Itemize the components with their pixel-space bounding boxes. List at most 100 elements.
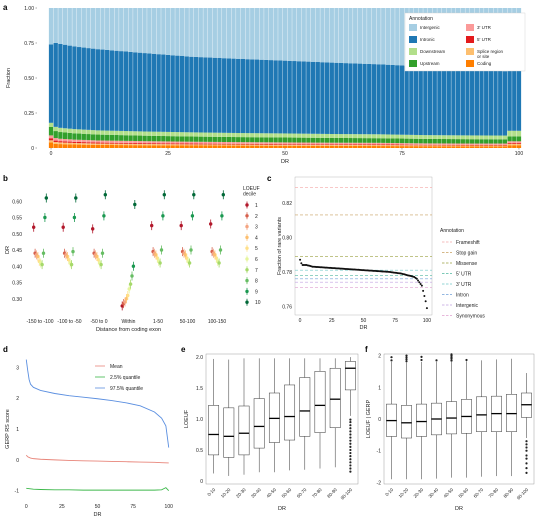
data-point bbox=[420, 284, 423, 287]
bar-segment bbox=[161, 131, 166, 137]
legend-swatch bbox=[245, 203, 249, 207]
bar-segment bbox=[516, 145, 522, 148]
bar-segment bbox=[278, 144, 283, 146]
bar-segment bbox=[455, 143, 461, 145]
x-tick-label: 10-20 bbox=[220, 487, 232, 499]
legend-title: LOEUF decile bbox=[243, 186, 260, 198]
y-tick-label: 2 bbox=[378, 354, 381, 360]
bar-segment bbox=[217, 132, 222, 137]
bar-segment bbox=[413, 144, 419, 146]
bar-segment bbox=[222, 144, 227, 146]
data-point bbox=[32, 225, 36, 229]
bar-segment bbox=[231, 144, 236, 146]
bar-segment bbox=[432, 146, 437, 148]
x-tick-label: 60-70 bbox=[473, 487, 485, 499]
bar-segment bbox=[203, 8, 208, 58]
box bbox=[401, 405, 412, 439]
bar-segment bbox=[222, 8, 227, 59]
legend-label: Splice region or site bbox=[477, 49, 504, 59]
bar-segment bbox=[343, 138, 348, 143]
bar-segment bbox=[409, 134, 414, 139]
bar-segment bbox=[343, 63, 348, 135]
data-point bbox=[65, 254, 70, 259]
bar-segment bbox=[245, 143, 250, 145]
y-axis-label: DR bbox=[5, 246, 11, 254]
bar-segment bbox=[296, 145, 302, 148]
bar-segment bbox=[133, 135, 138, 141]
bar-segment bbox=[479, 145, 484, 147]
bar-segment bbox=[385, 145, 391, 147]
bar-segment bbox=[245, 133, 250, 138]
bar-segment bbox=[240, 137, 246, 143]
x-tick-label: 80-90 bbox=[326, 487, 338, 499]
legend-label: 2.5% quantile bbox=[110, 375, 141, 381]
bar-segment bbox=[268, 60, 274, 134]
bar-segment bbox=[343, 8, 348, 64]
panel-label-c: c bbox=[267, 174, 272, 183]
x-axis-label: DR bbox=[360, 325, 368, 331]
bar-segment bbox=[488, 135, 494, 140]
bar-segment bbox=[268, 142, 274, 144]
bar-segment bbox=[282, 137, 288, 143]
data-point bbox=[99, 262, 103, 267]
legend-swatch bbox=[409, 48, 417, 55]
x-tick-label: 50-60 bbox=[458, 487, 470, 499]
bar-segment bbox=[217, 141, 222, 144]
bar-segment bbox=[367, 144, 372, 146]
bar-segment bbox=[105, 140, 110, 143]
bar-segment bbox=[76, 144, 82, 148]
bar-segment bbox=[165, 141, 171, 144]
bar-segment bbox=[72, 141, 77, 143]
y-tick-label: 0.50 bbox=[12, 232, 22, 238]
bar-segment bbox=[516, 141, 522, 143]
bar-segment bbox=[128, 145, 133, 148]
bar-segment bbox=[203, 145, 208, 148]
box bbox=[208, 405, 220, 456]
bar-segment bbox=[212, 57, 217, 133]
data-point bbox=[43, 215, 47, 220]
bar-segment bbox=[48, 122, 54, 127]
panel-e: 0-10 10-20 20-30 30-40 40-50 50-60 60-70 70-80 8… bbox=[184, 353, 359, 512]
bar-segment bbox=[198, 8, 203, 58]
bar-segment bbox=[95, 140, 100, 143]
bar-segment bbox=[320, 62, 325, 134]
bar-segment bbox=[479, 143, 484, 145]
bar-segment bbox=[381, 146, 386, 148]
legend-swatch bbox=[245, 289, 249, 294]
bar-segment bbox=[161, 141, 166, 144]
data-point bbox=[419, 282, 422, 285]
outlier-point bbox=[349, 467, 352, 470]
y-tick-label: 3 bbox=[16, 365, 19, 371]
bar-segment bbox=[371, 142, 377, 145]
bar-segment bbox=[189, 144, 194, 146]
bar-segment bbox=[268, 143, 274, 145]
bar-segment bbox=[362, 63, 367, 135]
panel-label-d: d bbox=[3, 345, 8, 354]
bar-segment bbox=[292, 61, 297, 134]
bar-segment bbox=[198, 145, 203, 148]
data-point bbox=[36, 254, 40, 259]
x-tick-label: 50-100 bbox=[180, 319, 196, 325]
bar-segment bbox=[306, 61, 311, 134]
bar-segment bbox=[362, 145, 367, 148]
bar-segment bbox=[170, 145, 175, 148]
x-tick-label: 50-60 bbox=[281, 487, 293, 499]
bar-segment bbox=[409, 146, 414, 148]
data-point bbox=[209, 222, 213, 226]
bar-segment bbox=[109, 145, 115, 148]
bar-segment bbox=[502, 145, 508, 147]
bar-segment bbox=[362, 144, 367, 146]
bar-segment bbox=[81, 47, 86, 130]
bar-segment bbox=[278, 133, 283, 138]
bar-segment bbox=[357, 8, 363, 64]
bar-segment bbox=[217, 136, 222, 142]
bar-segment bbox=[357, 142, 363, 145]
legend-label: Coding bbox=[477, 61, 492, 66]
bar-segment bbox=[95, 144, 100, 148]
data-point bbox=[95, 254, 99, 259]
bar-segment bbox=[423, 138, 428, 144]
bar-segment bbox=[376, 64, 381, 135]
bar-segment bbox=[334, 144, 339, 146]
data-point bbox=[130, 274, 134, 278]
